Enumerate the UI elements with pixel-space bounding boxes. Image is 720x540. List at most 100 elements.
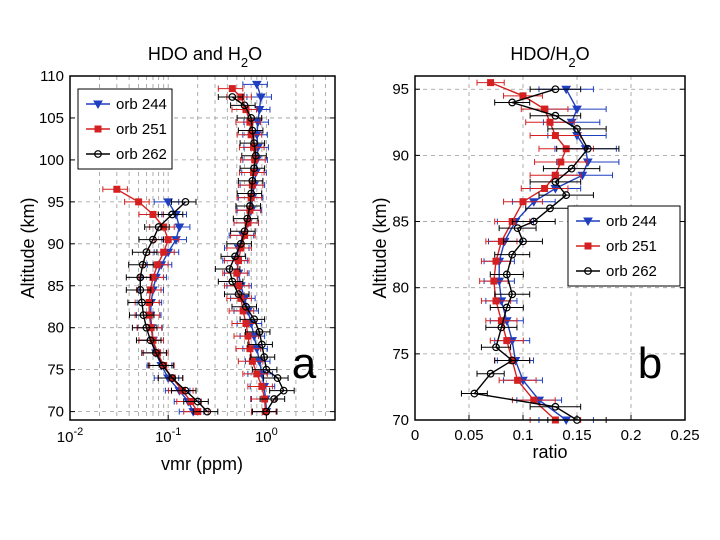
data-point [273, 374, 282, 382]
data-point [470, 389, 479, 398]
data-point [508, 356, 517, 365]
data-point [508, 98, 517, 107]
y-tick-label: 85 [47, 278, 64, 295]
y-tick-label: 110 [40, 68, 64, 85]
data-point [492, 257, 500, 265]
data-point [233, 269, 241, 277]
data-point [279, 386, 288, 395]
data-point [250, 139, 259, 148]
panel-a-legend: orb 244 orb 251 orb 262 [77, 88, 173, 170]
data-point [492, 297, 500, 305]
data-point [551, 111, 560, 120]
data-point [234, 290, 243, 299]
data-point [244, 332, 252, 340]
data-point [243, 214, 252, 223]
data-point [246, 202, 254, 210]
y-tick-label: 85 [392, 214, 409, 231]
data-point [154, 261, 162, 269]
data-point [513, 224, 522, 233]
data-point [193, 397, 202, 406]
data-point [228, 277, 237, 286]
data-point [256, 93, 266, 102]
data-point [250, 315, 259, 324]
data-point [225, 265, 234, 273]
data-point [242, 302, 250, 311]
data-point [242, 320, 250, 328]
data-point [255, 328, 264, 336]
y-tick-label: 75 [47, 362, 64, 379]
data-point [244, 219, 252, 227]
data-point [248, 126, 257, 135]
x-tick-label: 0.15 [562, 427, 591, 444]
data-point [492, 343, 500, 352]
data-point [247, 189, 256, 198]
panel-b-ylabel: Altitude (km) [370, 197, 390, 298]
data-point [257, 340, 266, 349]
y-tick-label: 70 [392, 412, 409, 429]
data-point [262, 407, 271, 416]
panel-a: HDO and H2O 70 75 80 85 90 95 100 105 110 10-2 10-… [18, 44, 336, 474]
panel-b-title: HDO/H2O [510, 44, 589, 70]
data-point [135, 198, 143, 206]
data-point [168, 210, 177, 219]
data-point [139, 311, 148, 320]
x-tick-label: 0 [411, 427, 419, 444]
data-point [174, 223, 185, 233]
data-point [487, 79, 495, 87]
panel-a-letter: a [292, 339, 317, 388]
data-point [234, 282, 242, 290]
data-point [514, 376, 522, 384]
data-point [247, 131, 255, 139]
x-tick-label: 0.05 [454, 427, 483, 444]
data-point [236, 239, 245, 248]
y-tick-label: 90 [392, 147, 409, 164]
data-point [551, 402, 560, 411]
data-point [240, 227, 249, 236]
y-tick-label: 70 [47, 404, 64, 421]
x-tick-label: 100 [255, 426, 278, 446]
data-point [251, 80, 262, 90]
data-point [228, 93, 237, 101]
data-point [573, 125, 581, 133]
data-point [254, 106, 265, 115]
legend-label: orb 262 [606, 263, 657, 280]
data-point [163, 198, 174, 207]
series-line [228, 96, 285, 412]
x-tick-label: 0.1 [513, 427, 534, 444]
legend-marker [584, 267, 592, 275]
panel-a-ylabel: Altitude (km) [18, 197, 38, 298]
data-point [502, 303, 511, 312]
data-point [250, 143, 258, 151]
legend-marker [583, 217, 593, 227]
data-point [149, 235, 157, 244]
data-point [240, 101, 249, 110]
legend-label: orb 244 [116, 96, 167, 113]
data-point [160, 248, 168, 256]
x-tick-label: 0.25 [670, 427, 699, 444]
panel-a-xlabel: vmr (ppm) [161, 454, 243, 474]
data-point [246, 345, 254, 353]
panel-a-title: HDO and H2O [148, 44, 262, 70]
data-point [519, 198, 527, 206]
y-tick-label: 100 [39, 152, 64, 169]
y-tick-label: 75 [392, 346, 409, 363]
legend-label: orb 251 [116, 121, 167, 138]
legend-marker [94, 150, 102, 158]
x-tick-label: 10-1 [155, 426, 181, 446]
data-point [142, 248, 151, 257]
panel-b-letter: b [638, 339, 662, 388]
data-point [181, 197, 190, 206]
data-point [551, 177, 560, 186]
data-point [231, 252, 239, 261]
data-point [508, 250, 517, 259]
data-point [203, 407, 212, 416]
data-point [228, 85, 236, 93]
y-tick-label: 95 [47, 194, 64, 211]
panel-b-legend: orb 244 orb 251 orb 262 [567, 205, 681, 287]
data-point [164, 236, 172, 244]
data-point [248, 176, 257, 185]
data-point [529, 217, 538, 226]
series-line [473, 88, 589, 421]
data-point [572, 105, 582, 115]
